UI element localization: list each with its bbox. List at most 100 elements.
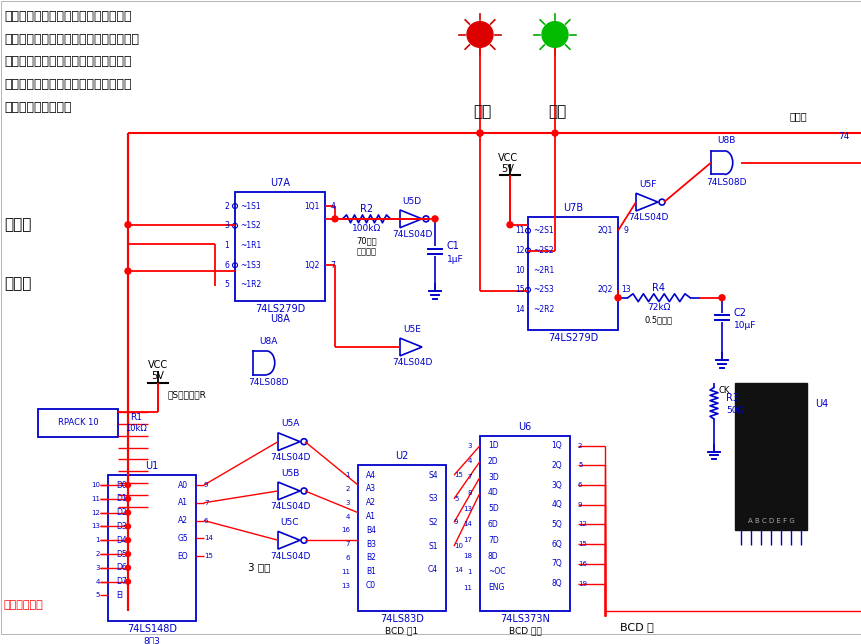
Bar [734, 383, 806, 531]
Text: VCC: VCC [148, 360, 168, 370]
Circle shape [431, 216, 437, 222]
Text: 2Q: 2Q [551, 461, 561, 470]
Text: ，并数码管常亮显示抢答者号码，再次: ，并数码管常亮显示抢答者号码，再次 [4, 78, 132, 91]
Text: U6: U6 [517, 422, 531, 432]
Text: 74LS279D: 74LS279D [548, 333, 598, 343]
Circle shape [125, 268, 131, 274]
Text: 1: 1 [345, 472, 350, 478]
Text: BCD 锁存: BCD 锁存 [508, 627, 541, 636]
Circle shape [126, 551, 130, 556]
Text: 14: 14 [462, 522, 472, 527]
Text: D0: D0 [116, 480, 127, 489]
Text: A2: A2 [366, 498, 375, 507]
Text: 19: 19 [578, 581, 586, 587]
Text: U4: U4 [814, 399, 827, 409]
Bar [108, 475, 195, 621]
Text: 74: 74 [837, 131, 848, 140]
Text: D6: D6 [116, 564, 127, 573]
Text: 6: 6 [204, 518, 208, 524]
Text: 13: 13 [462, 506, 472, 512]
Text: A4: A4 [366, 471, 375, 480]
Text: 13: 13 [91, 524, 100, 529]
Text: B4: B4 [366, 526, 375, 535]
Text: 10: 10 [454, 543, 462, 549]
Text: B1: B1 [366, 567, 375, 576]
Text: 2Q2: 2Q2 [597, 285, 612, 294]
Text: 5V: 5V [152, 370, 164, 381]
Text: 74LS04D: 74LS04D [392, 358, 431, 367]
Text: G5: G5 [177, 534, 188, 543]
Text: 7: 7 [467, 474, 472, 480]
Text: 9: 9 [578, 502, 582, 507]
Text: 5: 5 [96, 592, 100, 598]
Text: 1Q2: 1Q2 [304, 261, 319, 270]
Text: 2: 2 [345, 486, 350, 492]
Text: U2: U2 [395, 451, 408, 462]
Text: U8A: U8A [258, 337, 277, 346]
Text: 11: 11 [515, 226, 524, 235]
Text: 1: 1 [96, 537, 100, 544]
Text: 5: 5 [578, 462, 582, 468]
Circle shape [126, 510, 130, 515]
Text: ~2R1: ~2R1 [532, 265, 554, 274]
Text: B2: B2 [366, 553, 375, 562]
Text: 4: 4 [345, 513, 350, 520]
Text: A0: A0 [177, 480, 188, 489]
Text: U1: U1 [146, 461, 158, 471]
Text: 7: 7 [330, 261, 335, 270]
Circle shape [126, 497, 130, 501]
Circle shape [126, 565, 130, 571]
Text: 15: 15 [204, 553, 213, 559]
Text: U5C: U5C [281, 518, 299, 527]
Text: 抢答: 抢答 [548, 104, 566, 119]
Text: 4: 4 [330, 202, 335, 211]
Text: 码管闪烁显示违规者号码，当无违规再按: 码管闪烁显示违规者号码，当无违规再按 [4, 33, 139, 46]
Text: 始抢答: 始抢答 [4, 276, 31, 292]
Text: D3: D3 [116, 522, 127, 531]
Text: U5A: U5A [281, 419, 299, 428]
Text: U5E: U5E [403, 325, 420, 334]
Text: 2: 2 [96, 551, 100, 557]
Text: 15: 15 [578, 541, 586, 547]
Circle shape [718, 295, 724, 301]
Text: A3: A3 [366, 484, 375, 493]
Text: 10: 10 [91, 482, 100, 488]
Circle shape [126, 524, 130, 529]
Text: 74LS373N: 74LS373N [499, 614, 549, 624]
Text: 8转3: 8转3 [144, 636, 160, 644]
Text: 1D: 1D [487, 441, 498, 450]
Text: 8D: 8D [487, 551, 498, 560]
Text: EO: EO [177, 551, 188, 560]
Text: 6D: 6D [487, 520, 499, 529]
Text: 6: 6 [578, 482, 582, 488]
Text: 1μF: 1μF [447, 255, 463, 264]
Circle shape [126, 482, 130, 488]
Text: 3Q: 3Q [551, 480, 561, 489]
Text: 12: 12 [91, 509, 100, 516]
Text: 9: 9 [623, 226, 628, 235]
Text: 72kΩ: 72kΩ [647, 303, 670, 312]
Text: U8B: U8B [716, 137, 734, 146]
Text: 74LS83D: 74LS83D [380, 614, 424, 624]
Text: 74LS04D: 74LS04D [269, 453, 310, 462]
Text: 50Ω: 50Ω [725, 406, 743, 415]
Text: 1Q1: 1Q1 [304, 202, 319, 211]
Text: 5Q: 5Q [551, 520, 561, 529]
Text: B3: B3 [366, 540, 375, 549]
Text: 4D: 4D [487, 488, 499, 497]
Bar [357, 466, 445, 611]
Text: 6Q: 6Q [551, 540, 561, 549]
Text: 16: 16 [578, 561, 586, 567]
Text: 14: 14 [204, 535, 213, 541]
Text: C2: C2 [734, 308, 746, 317]
Text: 74LS08D: 74LS08D [705, 178, 746, 187]
Text: CK: CK [718, 386, 729, 395]
Text: 1: 1 [225, 241, 229, 250]
Text: 3: 3 [96, 565, 100, 571]
Text: 4: 4 [467, 459, 472, 464]
Text: 14: 14 [515, 305, 524, 314]
Text: C0: C0 [366, 581, 375, 590]
Text: 15: 15 [515, 285, 524, 294]
Text: 9: 9 [454, 520, 458, 526]
Circle shape [467, 22, 492, 47]
